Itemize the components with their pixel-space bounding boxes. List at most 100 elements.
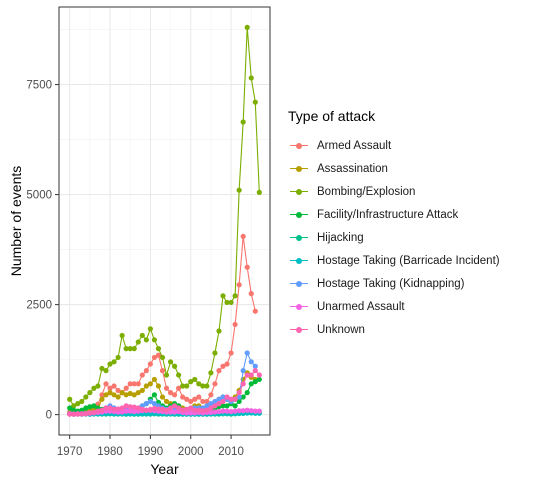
data-point bbox=[159, 368, 166, 374]
data-point bbox=[95, 408, 101, 414]
x-tick-label: 1970 bbox=[57, 446, 83, 458]
legend-key bbox=[288, 322, 310, 338]
data-point bbox=[248, 381, 254, 387]
data-point bbox=[95, 383, 101, 389]
axis-ticks: 1970 1980 1990 2000 2010 0 2500 5000 7500 bbox=[26, 80, 243, 458]
data-point bbox=[220, 293, 226, 299]
data-point bbox=[240, 233, 246, 240]
data-point bbox=[232, 408, 238, 414]
data-point bbox=[99, 365, 105, 372]
data-point bbox=[212, 403, 218, 409]
data-point bbox=[111, 359, 117, 365]
data-point bbox=[139, 372, 145, 378]
data-point bbox=[232, 321, 238, 328]
y-tick-label: 7500 bbox=[26, 80, 52, 92]
data-point bbox=[99, 396, 105, 402]
data-point bbox=[111, 392, 117, 398]
legend-item: Unarmed Assault bbox=[288, 295, 500, 318]
data-point bbox=[83, 405, 89, 411]
data-point bbox=[208, 401, 214, 407]
data-point bbox=[224, 394, 230, 400]
data-point bbox=[252, 363, 258, 369]
legend-item: Assassination bbox=[288, 157, 500, 180]
data-point bbox=[143, 383, 149, 389]
data-point bbox=[151, 405, 158, 412]
data-point bbox=[143, 337, 149, 343]
series-armed-assault bbox=[67, 233, 258, 416]
data-point bbox=[232, 403, 238, 409]
data-point bbox=[163, 372, 170, 378]
data-point bbox=[220, 394, 226, 400]
legend-label: Armed Assault bbox=[317, 139, 392, 152]
data-point bbox=[99, 407, 105, 413]
data-point bbox=[155, 406, 162, 412]
data-point bbox=[228, 350, 234, 356]
data-point bbox=[123, 346, 129, 352]
data-point bbox=[236, 408, 242, 414]
data-point bbox=[248, 372, 254, 378]
data-point bbox=[107, 405, 113, 411]
data-point bbox=[248, 408, 254, 414]
data-point bbox=[228, 408, 234, 415]
data-point bbox=[167, 390, 174, 396]
data-point bbox=[143, 368, 149, 374]
data-point bbox=[196, 407, 202, 413]
data-point bbox=[99, 392, 105, 398]
data-point bbox=[236, 390, 242, 396]
data-point bbox=[248, 359, 254, 365]
x-tick-label: 2010 bbox=[218, 446, 244, 458]
data-point bbox=[167, 409, 174, 415]
data-point bbox=[79, 398, 85, 405]
data-point bbox=[248, 75, 254, 81]
legend-item: Hostage Taking (Kidnapping) bbox=[288, 272, 500, 295]
legend-label: Hijacking bbox=[317, 231, 364, 244]
data-point bbox=[151, 401, 158, 407]
data-point bbox=[200, 398, 206, 405]
data-point bbox=[139, 406, 145, 412]
data-point bbox=[208, 370, 214, 376]
data-point bbox=[236, 398, 242, 405]
data-point bbox=[67, 411, 73, 417]
data-point bbox=[143, 401, 149, 407]
data-point bbox=[176, 385, 182, 391]
data-point bbox=[163, 407, 170, 413]
data-point bbox=[119, 332, 125, 339]
data-point bbox=[107, 385, 113, 391]
data-point bbox=[208, 405, 214, 411]
data-point bbox=[75, 411, 81, 417]
data-point bbox=[143, 407, 149, 413]
legend-item: Hostage Taking (Barricade Incident) bbox=[288, 249, 500, 272]
data-point bbox=[184, 396, 190, 402]
data-point bbox=[107, 390, 113, 396]
legend-label: Unknown bbox=[317, 323, 365, 336]
data-point bbox=[244, 24, 250, 30]
legend-label: Bombing/Explosion bbox=[317, 185, 416, 198]
data-point bbox=[147, 398, 153, 405]
data-point bbox=[220, 403, 226, 409]
legend-label: Assassination bbox=[317, 162, 388, 175]
data-point bbox=[248, 291, 254, 297]
data-point bbox=[115, 394, 121, 400]
legend-key bbox=[288, 184, 310, 200]
data-point bbox=[87, 390, 93, 396]
data-point bbox=[103, 405, 109, 411]
data-point bbox=[115, 354, 121, 361]
data-point bbox=[196, 381, 202, 387]
data-point bbox=[87, 410, 93, 416]
legend-item: Hijacking bbox=[288, 226, 500, 249]
data-point bbox=[240, 408, 246, 414]
data-point bbox=[252, 368, 258, 374]
data-point bbox=[204, 403, 210, 409]
data-point bbox=[131, 392, 137, 398]
data-point bbox=[256, 376, 262, 383]
data-point bbox=[216, 401, 222, 407]
data-point bbox=[252, 408, 258, 414]
data-point bbox=[228, 299, 234, 306]
data-point bbox=[180, 394, 186, 400]
data-point bbox=[151, 337, 158, 343]
data-point bbox=[220, 398, 226, 405]
data-point bbox=[176, 405, 182, 411]
y-tick-label: 0 bbox=[46, 410, 52, 422]
data-point bbox=[151, 392, 158, 398]
